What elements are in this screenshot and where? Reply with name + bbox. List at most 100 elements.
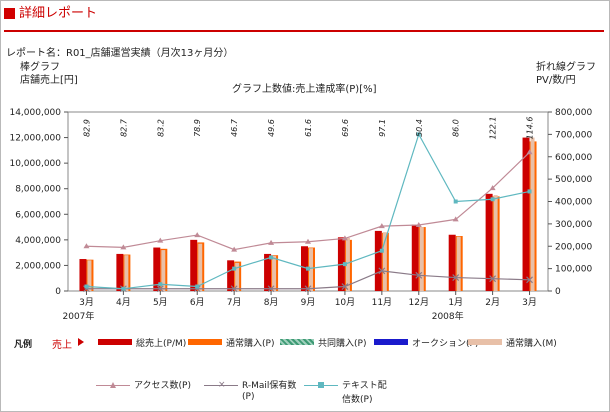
x-axis-tick-label: 7月 <box>227 297 242 308</box>
bar-3 <box>309 248 313 291</box>
achievement-rate-label: 97.1 <box>378 119 387 137</box>
right-axis-tick-label: 700,000 <box>555 130 592 140</box>
line-point-cross <box>378 267 386 275</box>
line-point-cross <box>230 285 238 293</box>
x-axis-tick-label: 10月 <box>335 297 355 308</box>
line-point-cross <box>526 276 533 284</box>
legend-label-line-3-sub: 信数(P) <box>342 395 373 405</box>
legend-label-line-3: テキスト配 <box>342 381 387 391</box>
bar-3 <box>272 255 277 291</box>
bar-1 <box>116 253 124 291</box>
right-axis-caption-2: PV/数/円 <box>536 75 576 86</box>
bar-3 <box>124 255 129 291</box>
chart-top-caption: グラフ上数値:売上達成率(P)[%] <box>232 84 377 95</box>
line-point-triangle <box>489 185 496 191</box>
bar-1 <box>448 234 456 291</box>
legend-marker-triangle-icon <box>110 382 116 388</box>
left-axis-tick-label: 14,000,000 <box>9 108 61 118</box>
report-name-value: R01_店舗運営実績（月次13ヶ月分） <box>66 48 234 59</box>
right-axis-tick-label: 800,000 <box>555 108 592 118</box>
x-axis-tick-label: 12月 <box>409 297 429 308</box>
achievement-rate-label: 69.6 <box>341 119 350 137</box>
bar-3 <box>419 227 424 291</box>
bar-1 <box>411 224 419 291</box>
left-axis-tick-label: 8,000,000 <box>15 185 61 195</box>
line-point-square <box>453 199 458 204</box>
bar-3 <box>161 250 166 291</box>
x-axis-tick-label: 2月 <box>485 297 500 308</box>
line-point-square <box>527 189 532 194</box>
line-point-square <box>416 132 421 137</box>
legend-title: 凡例 <box>14 340 33 350</box>
legend-label-bar-2: 通常購入(P) <box>226 339 275 349</box>
achievement-rate-label: 82.7 <box>119 118 128 137</box>
x-axis-tick-label: 3月 <box>79 297 94 308</box>
report-name: レポート名：R01_店舗運営実績（月次13ヶ月分） <box>6 44 233 59</box>
line-point-triangle <box>452 216 459 222</box>
right-axis-tick-label: 0 <box>555 287 561 297</box>
line-point-square <box>195 284 200 289</box>
achievement-rate-label: 122.1 <box>489 117 498 140</box>
line-point-triangle <box>231 246 238 252</box>
x-axis-tick-label: 4月 <box>116 297 131 308</box>
x-axis-tick-label: 6月 <box>190 297 205 308</box>
line-point-square <box>121 286 126 291</box>
line-point-cross <box>341 283 349 290</box>
legend-label-line-1: アクセス数(P) <box>134 381 192 391</box>
achievement-rate-label: 78.9 <box>193 119 202 137</box>
line-point-square <box>342 262 347 267</box>
line-point-triangle <box>120 244 127 250</box>
bar-1 <box>374 230 382 291</box>
legend-swatch-line-2 <box>204 385 238 386</box>
achievement-rate-label: 49.6 <box>267 119 276 137</box>
right-axis-tick-label: 400,000 <box>555 198 592 208</box>
legend-marker-cross-icon: × <box>218 380 226 390</box>
title-bar: 詳細レポート <box>4 6 604 32</box>
achievement-rate-label: 83.2 <box>156 119 165 137</box>
achievement-rate-label: 50.4 <box>415 119 424 137</box>
bar-3 <box>235 262 240 291</box>
bar-1 <box>522 137 530 291</box>
bar-1 <box>264 253 272 291</box>
line-point-square <box>158 282 163 287</box>
bar-3 <box>382 232 387 291</box>
bar-1 <box>190 239 198 291</box>
bar-1 <box>79 259 87 291</box>
line-point-cross <box>415 271 423 279</box>
left-axis-tick-label: 2,000,000 <box>15 261 61 271</box>
title-square-icon <box>4 8 15 19</box>
line-point-square <box>269 255 274 260</box>
line-point-triangle <box>378 223 385 229</box>
right-axis-caption-1: 折れ線グラフ <box>536 62 596 73</box>
report-name-label: レポート名： <box>6 48 66 59</box>
right-axis-tick-label: 100,000 <box>555 265 592 275</box>
bar-3 <box>87 260 92 291</box>
legend-swatch-bar-2 <box>188 339 222 345</box>
bar-1 <box>301 246 308 291</box>
achievement-rate-label: 46.7 <box>230 118 239 137</box>
bar-3 <box>530 137 535 291</box>
left-axis-tick-label: 4,000,000 <box>15 236 61 246</box>
left-axis-tick-label: 0 <box>55 287 61 297</box>
legend-swatch-bar-1 <box>98 339 132 345</box>
line-point-triangle <box>526 149 533 155</box>
x-axis-tick-label: 8月 <box>264 297 279 308</box>
bar-1 <box>485 193 493 291</box>
right-axis-tick-label: 500,000 <box>555 175 592 185</box>
x-axis-tick-label: 1月 <box>448 297 463 308</box>
legend-label-line-2: R-Mail保有数 <box>242 381 297 391</box>
year-label: 2008年 <box>432 310 464 322</box>
line-point-triangle <box>415 221 422 227</box>
left-axis-tick-label: 10,000,000 <box>9 159 61 169</box>
line-point-triangle <box>194 232 201 238</box>
bar-1 <box>227 260 235 291</box>
line-point-square <box>490 197 495 202</box>
line-point-cross <box>304 285 312 293</box>
line-point-cross <box>452 274 460 281</box>
achievement-rate-label: 86.0 <box>452 119 461 137</box>
page-title: 詳細レポート <box>19 6 98 21</box>
bar-3 <box>198 243 203 291</box>
left-axis-tick-label: 6,000,000 <box>15 210 61 220</box>
line-point-triangle <box>268 239 275 245</box>
legend-swatch-bar-5 <box>468 339 502 345</box>
